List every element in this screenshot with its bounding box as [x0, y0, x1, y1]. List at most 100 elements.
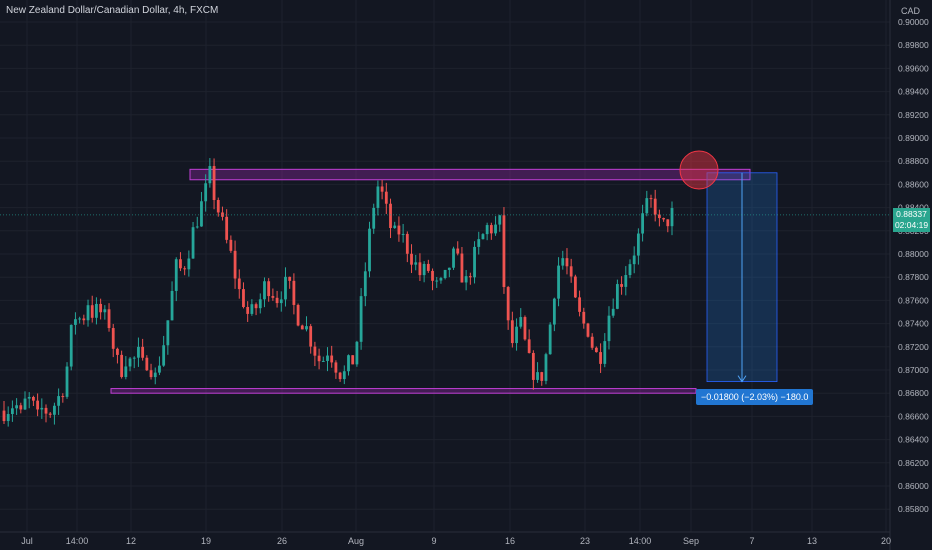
candle-body — [267, 281, 271, 297]
candle-body — [204, 183, 208, 202]
price-tick-label: 0.89400 — [898, 87, 929, 97]
candle-body — [586, 323, 590, 337]
candle-body — [578, 297, 581, 312]
candle-body — [116, 348, 119, 355]
candle-body — [515, 326, 518, 344]
candle-body — [200, 201, 203, 227]
time-tick-label: 7 — [749, 536, 754, 546]
candle-body — [447, 267, 451, 270]
candle-body — [666, 219, 670, 227]
candle-body — [53, 405, 56, 415]
price-tick-label: 0.86800 — [898, 388, 929, 398]
candle-body — [216, 200, 220, 213]
candle-body — [435, 280, 439, 282]
candle-body — [573, 276, 577, 298]
candle-body — [380, 186, 384, 192]
time-tick-label: 13 — [807, 536, 817, 546]
time-tick-label: 14:00 — [629, 536, 652, 546]
candle-body — [544, 354, 548, 381]
candle-body — [145, 357, 149, 371]
candle-body — [359, 296, 363, 342]
candle-body — [250, 304, 254, 314]
candle-body — [69, 324, 73, 367]
candle-body — [6, 414, 10, 422]
price-tick-label: 0.86200 — [898, 458, 929, 468]
candle-body — [489, 225, 493, 234]
candle-body — [607, 315, 611, 342]
time-tick-label: Jul — [21, 536, 33, 546]
candle-body — [502, 215, 506, 288]
candle-body — [258, 299, 262, 309]
candle-body — [620, 284, 623, 287]
candle-body — [468, 276, 472, 278]
candle-body — [342, 371, 346, 380]
price-tick-label: 0.88400 — [898, 203, 929, 213]
symbol-title: New Zealand Dollar/Canadian Dollar, 4h, … — [6, 5, 219, 16]
candle-body — [389, 203, 392, 229]
candle-body — [477, 239, 481, 247]
candle-body — [254, 304, 258, 309]
candle-body — [162, 345, 166, 366]
bar-countdown: 02:04:19 — [894, 220, 929, 230]
candle-body — [305, 326, 308, 330]
measure-tool[interactable] — [706, 172, 778, 383]
candle-body — [657, 214, 661, 219]
candle-body — [641, 213, 644, 234]
candle-body — [174, 259, 178, 291]
candle-body — [153, 372, 157, 378]
candle-body — [326, 355, 329, 361]
candle-body — [452, 248, 455, 268]
candle-body — [531, 352, 535, 380]
candle-body — [15, 405, 19, 409]
candle-body — [582, 311, 586, 324]
candle-body — [405, 233, 409, 254]
candle-body — [120, 354, 124, 377]
candle-body — [649, 198, 653, 200]
candle-body — [246, 307, 250, 314]
candle-body — [624, 275, 628, 287]
candle-body — [149, 370, 153, 378]
candle-body — [275, 297, 279, 304]
candle-body — [422, 263, 426, 276]
candle-body — [355, 341, 359, 365]
candle-body — [90, 305, 94, 318]
price-tick-label: 0.85800 — [898, 504, 929, 514]
candle-body — [74, 319, 77, 325]
price-tick-label: 0.89200 — [898, 110, 929, 120]
currency-label[interactable]: CAD — [900, 6, 920, 16]
time-tick-label: 14:00 — [66, 536, 89, 546]
price-tick-label: 0.87200 — [898, 342, 929, 352]
candle-body — [284, 276, 287, 300]
candle-body — [263, 281, 266, 300]
candle-body — [384, 191, 388, 204]
candle-body — [645, 198, 649, 214]
price-axis[interactable]: 0.90000 0.89800 0.89600 0.89400 0.89200 0.890… — [889, 0, 932, 550]
candle-body — [552, 298, 556, 325]
time-tick-label: 9 — [431, 536, 436, 546]
candle-body — [494, 224, 497, 234]
candle-body — [611, 308, 615, 316]
candle-body — [401, 233, 405, 235]
candle-body — [19, 405, 23, 410]
candle-body — [443, 269, 447, 279]
candle-body — [473, 246, 476, 278]
candle-body — [99, 303, 103, 313]
resistance-zone — [189, 168, 751, 181]
overlay — [0, 150, 890, 216]
candle-body — [107, 309, 111, 329]
candle-body — [124, 366, 128, 377]
last-price-tag: 0.88337 02:04:19 — [893, 208, 930, 232]
candle-body — [317, 355, 321, 362]
time-axis[interactable]: Jul 14:00 12 19 26 Aug 9 16 23 14:00 Sep 7 13 20 — [0, 531, 891, 546]
candle-body — [233, 250, 237, 279]
candle-body — [40, 407, 44, 410]
candle-body — [32, 396, 35, 401]
candle-body — [48, 413, 52, 415]
measure-label: −0.01800 (−2.03%) −180.0 — [696, 389, 814, 405]
candle-body — [137, 346, 140, 358]
price-tick-label: 0.87000 — [898, 365, 929, 375]
price-tick-label: 0.87800 — [898, 272, 929, 282]
candle-body — [569, 266, 573, 277]
candle-body — [670, 208, 674, 227]
